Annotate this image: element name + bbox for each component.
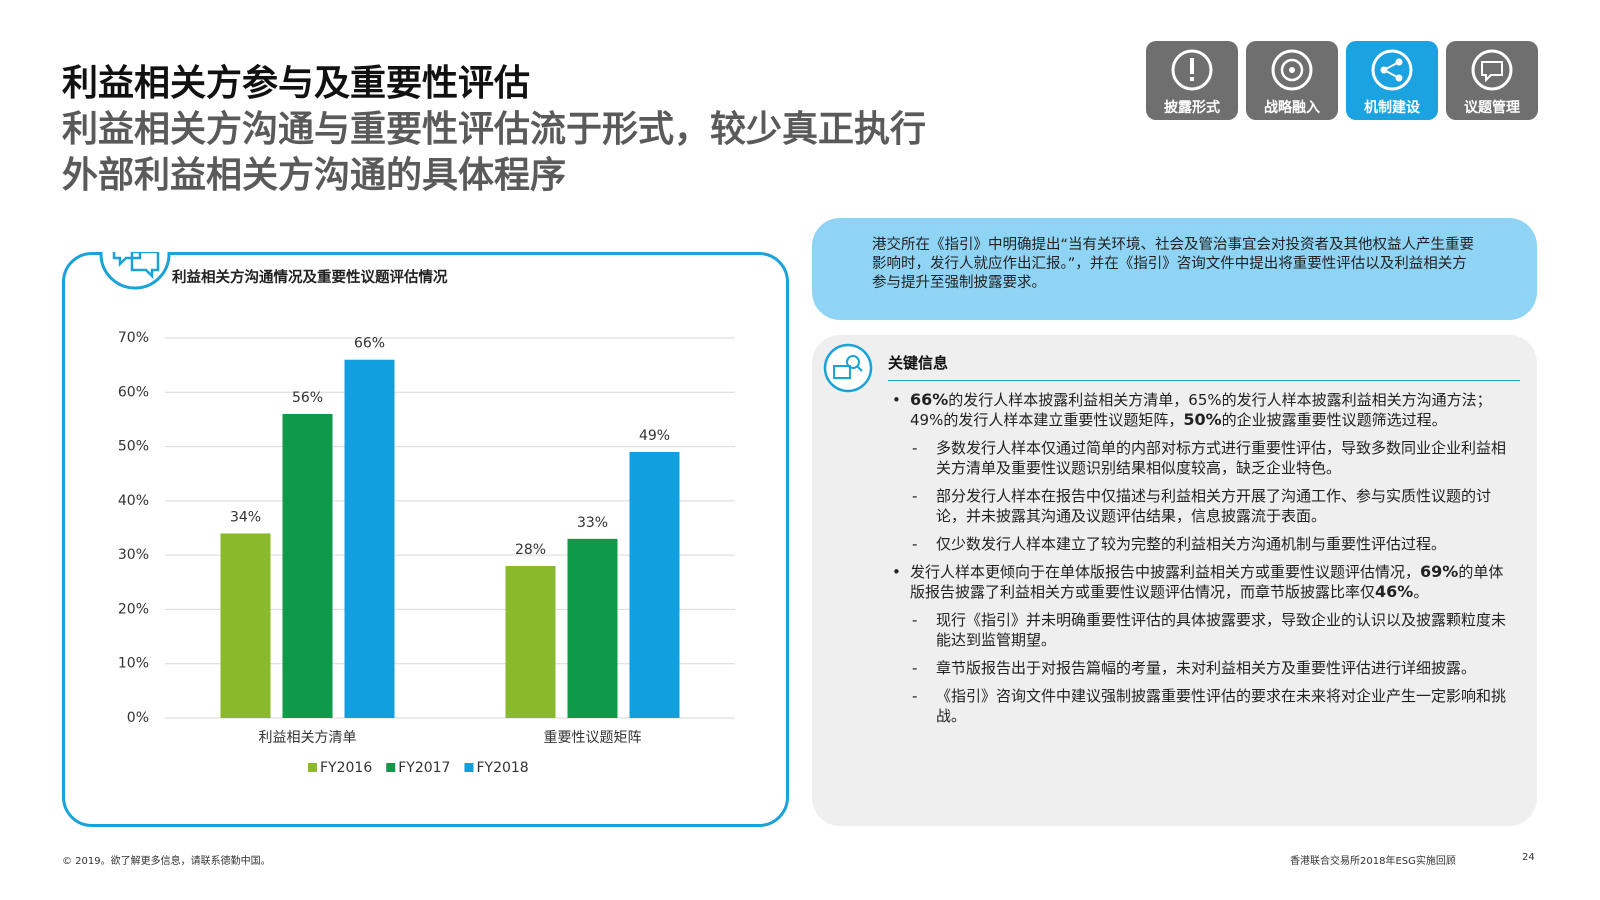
sub-item: 仅少数发行人样本建立了较为完整的利益相关方沟通机制与重要性评估过程。 xyxy=(888,534,1518,554)
nav-tab[interactable]: 战略融入 xyxy=(1246,41,1338,120)
y-tick-label: 20% xyxy=(118,601,149,617)
y-tick-label: 30% xyxy=(118,547,149,563)
nav-tab[interactable]: 机制建设 xyxy=(1346,41,1438,120)
slide-subtitle: 利益相关方沟通与重要性评估流于形式，较少真正执行 xyxy=(62,109,927,150)
bar xyxy=(344,359,395,718)
chat-icon xyxy=(112,252,160,280)
nav-tab[interactable]: 议题管理 xyxy=(1446,41,1538,120)
tab-icon xyxy=(1371,49,1413,91)
text-run: 。 xyxy=(1413,583,1429,601)
x-tick-label: 重要性议题矩阵 xyxy=(544,730,642,746)
tab-label: 披露形式 xyxy=(1164,100,1220,116)
key-info-list: 66%的发行人样本披露利益相关方清单，65%的发行人样本披露利益相关方沟通方法；… xyxy=(888,390,1518,734)
tab-label: 机制建设 xyxy=(1364,100,1420,116)
rule xyxy=(888,380,1520,381)
sub-item: 章节版报告出于对报告篇幅的考量，未对利益相关方及重要性评估进行详细披露。 xyxy=(888,658,1518,678)
page-number: 24 xyxy=(1522,852,1535,863)
x-tick-label: 利益相关方清单 xyxy=(259,730,357,746)
bullet-item: 发行人样本更倾向于在单体版报告中披露利益相关方或重要性议题评估情况，69%的单体… xyxy=(888,562,1518,602)
value-label: 56% xyxy=(292,390,323,406)
chart-panel xyxy=(62,252,789,827)
slide-title: 利益相关方参与及重要性评估 xyxy=(62,63,531,104)
key-info-title: 关键信息 xyxy=(888,354,949,372)
bullet-item: 66%的发行人样本披露利益相关方清单，65%的发行人样本披露利益相关方沟通方法；… xyxy=(888,390,1518,430)
text-run: 的发行人样本披露利益相关方清单，65%的发行人样本披露利益相关方沟通方法；49%… xyxy=(910,391,1492,429)
value-label: 66% xyxy=(354,336,385,352)
y-tick-label: 0% xyxy=(127,710,149,726)
bar xyxy=(282,414,333,718)
sub-item: 多数发行人样本仅通过简单的内部对标方式进行重要性评估，导致多数同业企业利益相关方… xyxy=(888,438,1518,478)
info-text: 港交所在《指引》中明确提出“当有关环境、社会及管治事宜会对投资者及其他权益人产生… xyxy=(872,237,1475,291)
legend-swatch xyxy=(308,763,317,772)
bar xyxy=(629,452,680,718)
value-label: 28% xyxy=(515,542,546,558)
value-label: 33% xyxy=(577,515,608,531)
text-run: 50% xyxy=(1183,410,1222,429)
tab-icon xyxy=(1271,49,1313,91)
footer-title: 香港联合交易所2018年ESG实施回顾 xyxy=(1290,856,1456,867)
tab-label: 议题管理 xyxy=(1464,100,1520,116)
text-run: 46% xyxy=(1375,582,1414,601)
sub-item: 部分发行人样本在报告中仅描述与利益相关方开展了沟通工作、参与实质性议题的讨论，并… xyxy=(888,486,1518,526)
legend-label: FY2016 xyxy=(320,760,372,776)
y-tick-label: 40% xyxy=(118,493,149,509)
legend-swatch xyxy=(386,763,396,772)
bar xyxy=(220,533,271,718)
legend-label: FY2018 xyxy=(476,760,528,776)
text-run: 66% xyxy=(910,390,949,409)
bar xyxy=(567,538,618,718)
legend-label: FY2017 xyxy=(398,760,450,776)
chart-title: 利益相关方沟通情况及重要性议题评估情况 xyxy=(172,268,448,286)
value-label: 34% xyxy=(230,509,261,525)
tab-icon xyxy=(1471,49,1513,91)
y-tick-label: 60% xyxy=(118,384,149,400)
sub-item: 《指引》咨询文件中建议强制披露重要性评估的要求在未来将对企业产生一定影响和挑战。 xyxy=(888,686,1518,726)
legend-swatch xyxy=(464,763,474,772)
slide-subtitle: 外部利益相关方沟通的具体程序 xyxy=(62,155,567,196)
key-icon xyxy=(823,343,873,393)
info-box: 港交所在《指引》中明确提出“当有关环境、社会及管治事宜会对投资者及其他权益人产生… xyxy=(812,218,1537,320)
y-tick-label: 10% xyxy=(118,656,149,672)
text-run: 的企业披露重要性议题筛选过程。 xyxy=(1221,411,1447,429)
value-label: 49% xyxy=(639,428,670,444)
tab-label: 战略融入 xyxy=(1264,100,1320,116)
footer-copyright: © 2019。欲了解更多信息，请联系德勤中国。 xyxy=(62,856,271,867)
bar xyxy=(505,566,556,718)
text-run: 发行人样本更倾向于在单体版报告中披露利益相关方或重要性议题评估情况， xyxy=(910,563,1421,581)
nav-tab[interactable]: 披露形式 xyxy=(1146,41,1238,120)
tab-icon xyxy=(1171,49,1213,91)
chart: 利益相关方沟通情况及重要性议题评估情况 0% 10% 20% 30% 40% 50% 60%… xyxy=(99,252,735,776)
y-tick-label: 70% xyxy=(118,330,149,346)
text-run: 的单体版报告披露了利益相关方或重要性议题评估情况，而章节版披露比率仅 xyxy=(910,563,1504,601)
sub-item: 现行《指引》并未明确重要性评估的具体披露要求，导致企业的认识以及披露颗粒度未能达… xyxy=(888,610,1518,650)
text-run: 69% xyxy=(1420,562,1459,581)
y-tick-label: 50% xyxy=(118,439,149,455)
